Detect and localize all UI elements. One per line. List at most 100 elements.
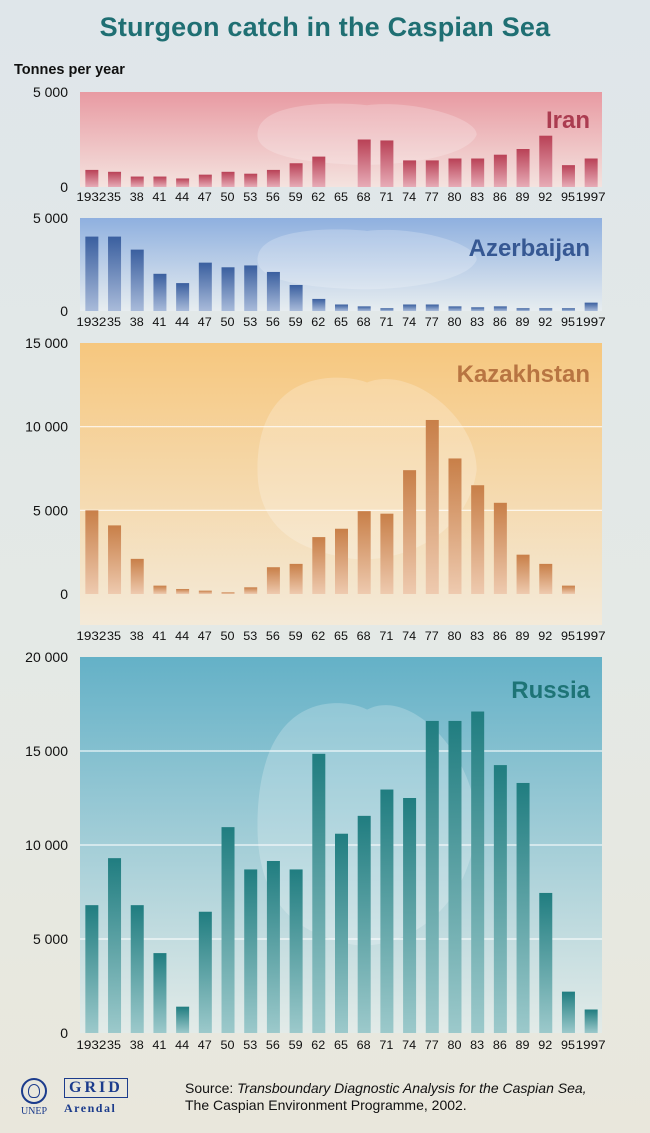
- arendal-logo-text: Arendal: [64, 1101, 117, 1115]
- bar: [493, 502, 507, 594]
- chart-kazakhstan: 15 000 10 000 5 000 0 1932 35 38 41 44 47 50 53 56 59…: [25, 335, 606, 643]
- x-tick-label: 65: [334, 1038, 348, 1052]
- x-tick-label: 56: [266, 629, 280, 643]
- y-tick-label: 5 000: [33, 210, 68, 226]
- bar: [130, 176, 144, 187]
- bar: [153, 176, 167, 187]
- bar: [584, 158, 598, 187]
- x-tick-label: 62: [311, 190, 325, 204]
- bar: [108, 236, 122, 311]
- bar: [516, 149, 530, 187]
- x-tick-label: 83: [470, 629, 484, 643]
- y-tick-label: 10 000: [25, 837, 68, 853]
- x-tick-label: 41: [152, 1038, 166, 1052]
- y-tick-label: 0: [60, 303, 68, 319]
- bar: [471, 158, 485, 187]
- x-tick-label: 89: [516, 190, 530, 204]
- bar: [221, 267, 235, 311]
- x-tick-label: 47: [198, 190, 212, 204]
- bar: [448, 306, 462, 311]
- x-tick-label: 68: [357, 629, 371, 643]
- grid-arendal-logo: GRID Arendal: [64, 1078, 130, 1116]
- x-tick-label: 74: [402, 315, 416, 329]
- bar: [493, 154, 507, 187]
- x-tick-label: 68: [357, 1038, 371, 1052]
- bar: [357, 139, 371, 187]
- bar: [130, 249, 144, 311]
- y-tick-label: 10 000: [25, 419, 68, 435]
- country-title: Kazakhstan: [457, 361, 590, 388]
- bar: [539, 308, 553, 311]
- x-tick-label: 89: [516, 629, 530, 643]
- bar: [493, 765, 507, 1033]
- bar: [176, 1006, 190, 1033]
- x-tick-label: 83: [470, 315, 484, 329]
- bar: [539, 135, 553, 187]
- x-tick-label: 50: [221, 190, 235, 204]
- y-tick-label: 5 000: [33, 502, 68, 518]
- bar: [425, 160, 439, 187]
- x-tick-label: 92: [538, 629, 552, 643]
- bar: [108, 171, 122, 187]
- x-tick-label: 47: [198, 629, 212, 643]
- bar: [244, 869, 258, 1033]
- bar: [516, 308, 530, 311]
- unep-logo-text: UNEP: [20, 1106, 48, 1117]
- x-tick-label: 92: [538, 315, 552, 329]
- x-tick-label: 41: [152, 315, 166, 329]
- bar: [539, 563, 553, 594]
- x-tick-label: 71: [379, 629, 393, 643]
- x-tick-label: 38: [130, 315, 144, 329]
- units-label: Tonnes per year: [14, 62, 125, 78]
- bar: [516, 554, 530, 594]
- bar: [539, 892, 553, 1033]
- source-prefix: Source:: [185, 1080, 238, 1096]
- x-tick-label: 95: [561, 1038, 575, 1052]
- x-tick-label: 68: [357, 315, 371, 329]
- x-tick-label: 1997: [576, 190, 606, 204]
- x-tick-label: 44: [175, 1038, 189, 1052]
- bar: [289, 869, 303, 1033]
- x-tick-label: 1997: [576, 1038, 606, 1052]
- bar: [584, 1009, 598, 1033]
- x-tick-label: 44: [175, 315, 189, 329]
- x-tick-label: 53: [243, 1038, 257, 1052]
- x-tick-label: 80: [447, 629, 461, 643]
- bar: [471, 307, 485, 311]
- chart-russia: 20 000 15 000 10 000 5 000 0 1932 35 38 41 44 47 50…: [25, 649, 606, 1052]
- bar: [516, 782, 530, 1033]
- bar: [493, 306, 507, 311]
- bar: [312, 537, 326, 594]
- y-tick-label: 0: [60, 586, 68, 602]
- x-tick-label: 1932: [76, 1038, 106, 1052]
- x-tick-label: 71: [379, 190, 393, 204]
- plot-background: [80, 218, 602, 311]
- bar: [425, 304, 439, 311]
- source-note: Source: Transboundary Diagnostic Analysi…: [185, 1080, 587, 1114]
- x-tick-label: 38: [130, 629, 144, 643]
- x-tick-label: 35: [107, 315, 121, 329]
- bar: [289, 284, 303, 311]
- bar: [425, 419, 439, 594]
- chart-azerbaijan: 5 000 0 1932 35 38 41 44 47 50 53 56 59 62 65 68 71 74 77…: [33, 210, 606, 329]
- bar: [153, 273, 167, 311]
- bar: [561, 991, 575, 1033]
- bar: [221, 171, 235, 187]
- country-map-silhouette: [257, 103, 477, 165]
- x-tick-label: 62: [311, 1038, 325, 1052]
- bar: [244, 265, 258, 311]
- x-tick-label: 71: [379, 1038, 393, 1052]
- bar: [176, 588, 190, 594]
- x-tick-label: 65: [334, 190, 348, 204]
- x-tick-label: 74: [402, 1038, 416, 1052]
- x-tick-label: 44: [175, 190, 189, 204]
- bar: [357, 815, 371, 1033]
- bar: [380, 513, 394, 594]
- x-tick-label: 1932: [76, 629, 106, 643]
- bar: [198, 174, 212, 187]
- bar: [561, 165, 575, 187]
- x-tick-label: 38: [130, 1038, 144, 1052]
- x-tick-label: 41: [152, 629, 166, 643]
- y-tick-label: 20 000: [25, 649, 68, 665]
